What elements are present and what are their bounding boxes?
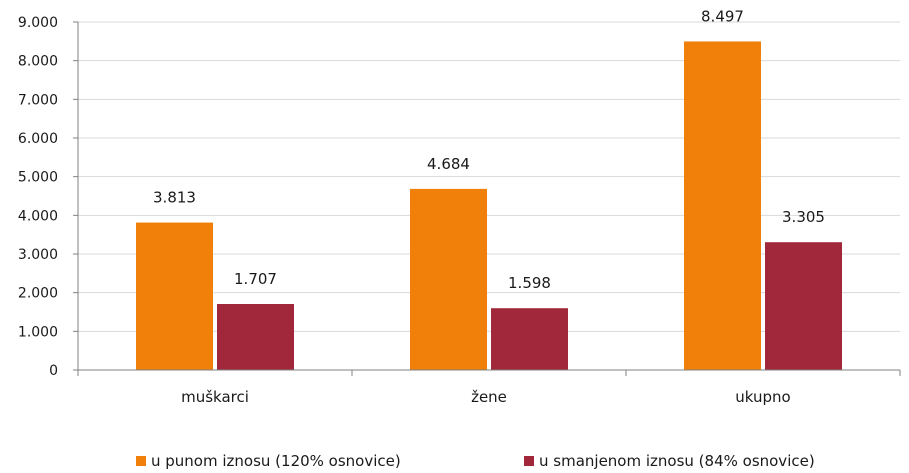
bar-series-2-ukupno <box>765 242 842 370</box>
y-axis: 0 1.000 2.000 3.000 4.000 5.000 6.000 7.000 8.00… <box>18 15 79 379</box>
y-tick-label: 9.000 <box>18 15 58 31</box>
y-tick-label: 5.000 <box>18 170 58 186</box>
legend-label-series-1: u punom iznosu (120% osnovice) <box>151 452 401 470</box>
y-tick-label: 4.000 <box>18 208 58 224</box>
y-tick-label: 1.000 <box>18 324 58 340</box>
y-tick-label: 3.000 <box>18 247 58 263</box>
y-tick-label: 7.000 <box>18 92 58 108</box>
y-tick-label: 8.000 <box>18 54 58 70</box>
data-label: 3.305 <box>782 208 825 226</box>
x-category-label: muškarci <box>181 388 249 406</box>
legend: u punom iznosu (120% osnovice) u smanjen… <box>0 452 909 473</box>
gridlines <box>78 21 900 332</box>
legend-label-series-2: u smanjenom iznosu (84% osnovice) <box>539 452 815 470</box>
x-category-label: žene <box>471 388 507 406</box>
data-label: 8.497 <box>701 7 744 25</box>
bar-series-1-žene <box>410 188 487 370</box>
x-axis: muškarci žene ukupno <box>77 369 901 406</box>
data-label: 3.813 <box>153 189 196 207</box>
bar-series-2-muškarci <box>217 303 294 370</box>
data-label: 4.684 <box>427 155 470 173</box>
y-tick-label: 2.000 <box>18 286 58 302</box>
legend-swatch-series-2 <box>524 456 534 466</box>
bar-series-1-ukupno <box>684 41 761 370</box>
data-label: 1.707 <box>234 270 277 288</box>
data-label: 1.598 <box>508 274 551 292</box>
bars: 3.813 1.707 4.684 1.598 8.497 3.305 <box>136 7 842 370</box>
x-category-label: ukupno <box>735 388 790 406</box>
bar-series-1-muškarci <box>136 222 213 370</box>
legend-item-series-2: u smanjenom iznosu (84% osnovice) <box>524 452 815 470</box>
legend-item-series-1: u punom iznosu (120% osnovice) <box>136 452 401 470</box>
y-tick-label: 6.000 <box>18 131 58 147</box>
bar-series-2-žene <box>491 308 568 370</box>
legend-swatch-series-1 <box>136 456 146 466</box>
y-tick-label: 0 <box>49 363 58 379</box>
